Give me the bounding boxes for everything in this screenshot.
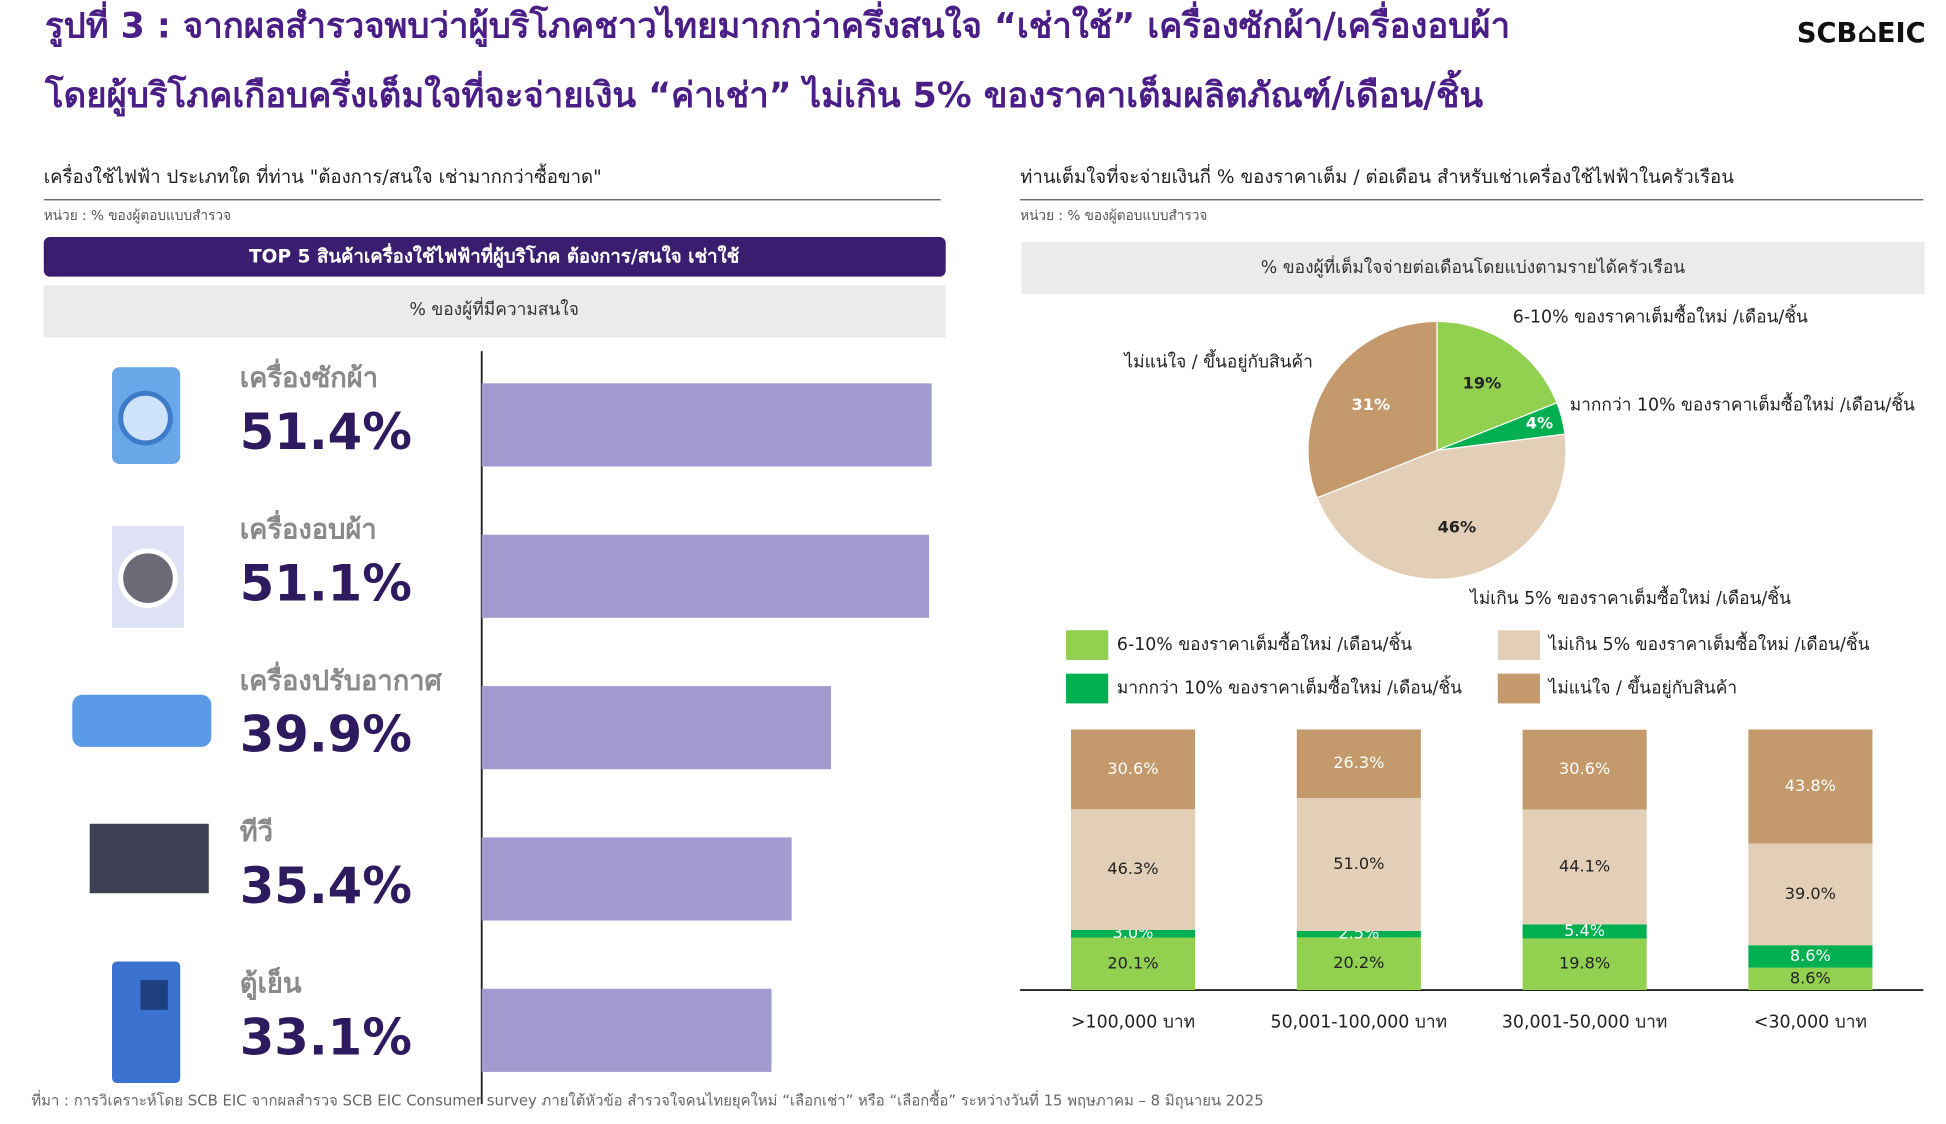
x-tick-label: 50,001-100,000 บาท — [1271, 1012, 1448, 1032]
title: รูปที่ 3 : จากผลสำรวจพบว่าผู้บริโภคชาวไท… — [45, 0, 1510, 47]
value-label: 35.4% — [240, 857, 412, 915]
bar-segment — [1522, 729, 1647, 810]
slice-label: 46% — [1438, 517, 1477, 536]
x-tick-label: >100,000 บาท — [1071, 1012, 1195, 1032]
bar-segment — [1071, 937, 1196, 991]
segment-label: 26.3% — [1333, 753, 1384, 772]
bar-segment — [1296, 930, 1421, 938]
bar-segment — [1522, 938, 1647, 991]
slice-category: ไม่เกิน 5% ของราคาเต็มซื้อใหม่ /เดือน/ชิ… — [1468, 585, 1791, 609]
segment-label: 8.6% — [1790, 946, 1831, 965]
bar — [481, 686, 832, 770]
dryer-door — [118, 548, 178, 608]
bar-segment — [1522, 924, 1647, 939]
legend-swatch — [1497, 630, 1540, 661]
category-label: เครื่องปรับอากาศ — [240, 661, 443, 697]
source: ที่มา : การวิเคราะห์โดย SCB EIC จากผลสำร… — [31, 1090, 1263, 1110]
segment-label: 8.6% — [1790, 968, 1831, 987]
segment-label: 30.6% — [1559, 759, 1610, 778]
x-tick-label: 30,001-50,000 บาท — [1502, 1012, 1667, 1032]
legend-label: มากกว่า 10% ของราคาเต็มซื้อใหม่ /เดือน/ช… — [1117, 675, 1462, 699]
pie-slice — [1436, 320, 1558, 452]
segment-label: 19.8% — [1559, 954, 1610, 973]
category-label: ทีวี — [240, 817, 273, 848]
chart-title: เครื่องใช้ไฟฟ้า ประเภทใด ที่ท่าน "ต้องกา… — [44, 163, 602, 188]
title: โดยผู้บริโภคเกือบครึ่งเต็มใจที่จะจ่ายเงิ… — [44, 69, 1483, 117]
segment-label: 43.8% — [1785, 776, 1836, 795]
value-label: 51.1% — [240, 554, 412, 612]
segment-label: 44.1% — [1559, 856, 1610, 875]
fridge-panel — [140, 980, 168, 1010]
bar-segment — [1748, 729, 1873, 844]
tv-icon — [89, 823, 209, 894]
unit: หน่วย : % ของผู้ตอบแบบสำรวจ — [1020, 208, 1207, 224]
bar — [481, 383, 932, 467]
segment-label: 20.2% — [1333, 953, 1384, 972]
bar-segment — [1296, 798, 1421, 931]
chart-title: ท่านเต็มใจที่จะจ่ายเงินกี่ % ของราคาเต็ม… — [1020, 164, 1734, 188]
bar-segment — [1522, 809, 1647, 925]
segment-label: 51.0% — [1333, 854, 1384, 873]
unit: หน่วย : % ของผู้ตอบแบบสำรวจ — [44, 208, 231, 224]
legend-label: 6-10% ของราคาเต็มซื้อใหม่ /เดือน/ชิ้น — [1117, 631, 1412, 655]
segment-label: 46.3% — [1107, 859, 1158, 878]
legend-label: ไม่แน่ใจ / ขึ้นอยู่กับสินค้า — [1547, 675, 1737, 699]
value-label: 33.1% — [240, 1008, 412, 1066]
bar — [481, 837, 792, 921]
icons — [72, 367, 212, 1084]
legend-swatch — [1066, 630, 1109, 661]
segment-label: 39.0% — [1785, 884, 1836, 903]
bar-segment — [1748, 843, 1873, 946]
slice-category: 6-10% ของราคาเต็มซื้อใหม่ /เดือน/ชิ้น — [1513, 304, 1808, 328]
banner-text: TOP 5 สินค้าเครื่องใช้ไฟฟ้าที่ผู้บริโภค … — [249, 242, 740, 268]
fridge-icon — [112, 961, 181, 1084]
bar — [481, 534, 930, 618]
bar-segment — [1071, 929, 1196, 938]
category-label: เครื่องอบผ้า — [240, 509, 377, 545]
subheader — [43, 285, 946, 338]
segment-label: 20.1% — [1107, 953, 1158, 972]
logo: SCB⌂EIC — [1797, 18, 1926, 49]
slice-label: 31% — [1352, 395, 1391, 414]
bar-segment — [1296, 729, 1421, 799]
slice-category: ไม่แน่ใจ / ขึ้นอยู่กับสินค้า — [1122, 348, 1312, 372]
slice-category: มากกว่า 10% ของราคาเต็มซื้อใหม่ /เดือน/ช… — [1570, 392, 1915, 416]
legend-label: ไม่เกิน 5% ของราคาเต็มซื้อใหม่ /เดือน/ชิ… — [1547, 631, 1870, 655]
slice-label: 19% — [1463, 374, 1502, 393]
segment-label: 5.4% — [1564, 921, 1605, 940]
subheader-text: % ของผู้ที่เต็มใจจ่ายต่อเดือนโดยแบ่งตามร… — [1261, 255, 1686, 278]
bar-segment — [1748, 945, 1873, 968]
segment-label: 30.6% — [1107, 759, 1158, 778]
x-tick-label: <30,000 บาท — [1754, 1012, 1867, 1032]
pie-slice — [1316, 433, 1567, 580]
bar-segment — [1296, 937, 1421, 991]
category-label: ตู้เย็น — [240, 966, 302, 1001]
bar — [481, 988, 772, 1072]
washer-door — [118, 390, 173, 446]
value-label: 39.9% — [240, 706, 412, 764]
legend-swatch — [1497, 673, 1540, 704]
bar-segment — [1071, 729, 1196, 810]
banner — [43, 236, 946, 277]
bar-segment — [1748, 967, 1873, 991]
legend-swatch — [1066, 673, 1109, 704]
ac-icon — [72, 694, 212, 747]
value-label: 51.4% — [240, 403, 412, 461]
subheader-text: % ของผู้ที่มีความสนใจ — [409, 297, 579, 320]
bar-segment — [1071, 809, 1196, 930]
pie-slice — [1307, 320, 1438, 499]
slice-label: 4% — [1526, 414, 1553, 433]
category-label: เครื่องซักผ้า — [240, 358, 378, 394]
subheader — [1021, 241, 1925, 295]
